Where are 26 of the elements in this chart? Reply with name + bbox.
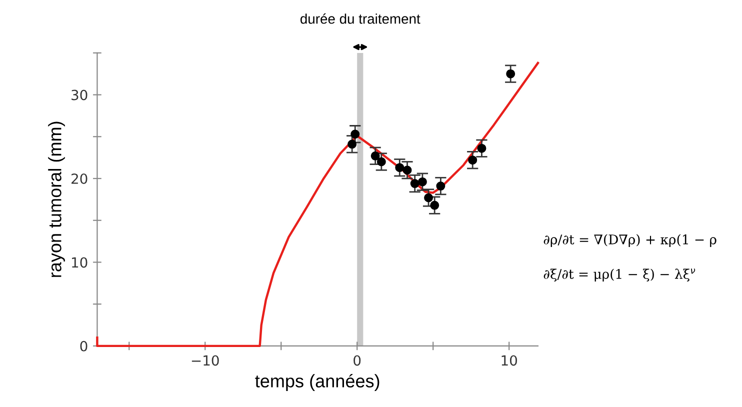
point (506, 69, 516, 78)
y-axis-title: rayon tumoral (mm) (48, 122, 65, 277)
point (348, 140, 357, 149)
point (418, 177, 427, 186)
text: ∂ξ/∂t = μρ(1 − ξ) − λξ$^{ν}$ (544, 268, 696, 282)
y-tick-label: 20 (72, 173, 88, 184)
y-tick-label: 0 (80, 340, 88, 352)
point (395, 163, 404, 172)
point (376, 157, 386, 166)
x-tick-label: 0 (354, 355, 361, 366)
point (402, 166, 412, 175)
point (424, 193, 434, 202)
y-tick-label: 10 (72, 257, 88, 268)
text: ∂ρ/∂t = ∇(D∇ρ) + κρ(1 − ρ (544, 234, 716, 247)
point (370, 151, 380, 160)
x-tick-label: −10 (192, 355, 219, 366)
point (430, 200, 440, 210)
point (436, 182, 446, 191)
point (410, 179, 420, 188)
point (468, 156, 478, 165)
y-tick-label: 30 (72, 90, 88, 100)
point (350, 130, 360, 139)
x-axis-title: temps (années) (255, 374, 380, 392)
x-tick-label: 10 (502, 355, 517, 366)
point (477, 144, 486, 153)
band-label: durée du traitement (300, 13, 420, 24)
